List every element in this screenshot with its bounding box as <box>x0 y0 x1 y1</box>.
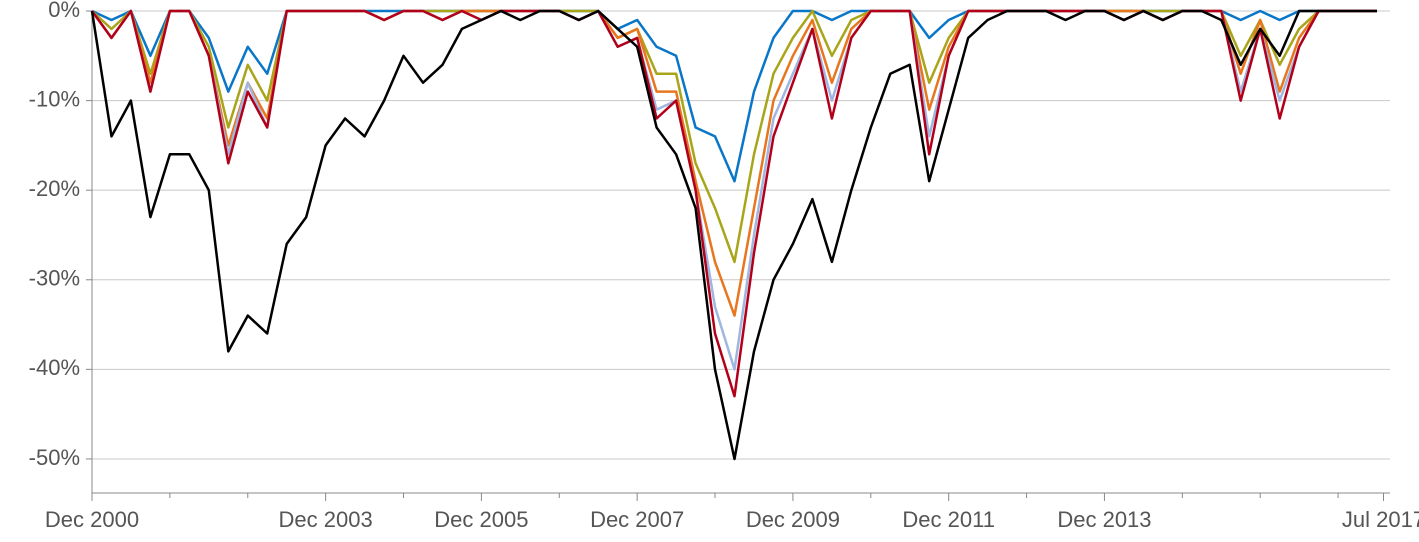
x-tick-label: Dec 2003 <box>279 507 373 532</box>
x-tick-label: Dec 2009 <box>746 507 840 532</box>
series-line <box>90 9 1377 398</box>
y-tick-label: 0% <box>48 0 80 22</box>
x-tick-label: Dec 2013 <box>1057 507 1151 532</box>
y-tick-label: -20% <box>29 176 80 201</box>
y-tick-label: -30% <box>29 266 80 291</box>
x-tick-label: Dec 2005 <box>434 507 528 532</box>
x-tick-label: Dec 2000 <box>45 507 139 532</box>
y-tick-label: -40% <box>29 355 80 380</box>
x-tick-label: Jul 2017 <box>1342 507 1419 532</box>
series-line <box>91 9 1377 264</box>
x-tick-label: Dec 2011 <box>902 507 995 532</box>
series-line <box>90 9 1377 317</box>
series-line <box>90 9 1377 461</box>
series-line <box>91 9 1377 183</box>
y-tick-label: -10% <box>29 86 80 111</box>
x-tick-label: Dec 2007 <box>590 507 684 532</box>
y-tick-label: -50% <box>29 445 80 470</box>
